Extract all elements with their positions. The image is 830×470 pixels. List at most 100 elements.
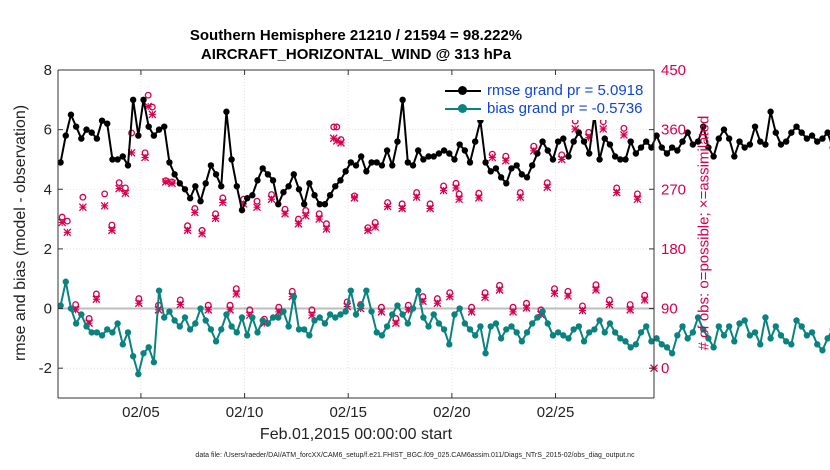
series-point <box>575 323 583 330</box>
obs-assimilated-point <box>63 228 72 237</box>
data-file-footer: data file: /Users/raeder/DAI/ATM_forcXX/… <box>195 452 635 459</box>
series-point <box>819 347 826 354</box>
series-point <box>394 138 401 145</box>
series-point <box>689 141 697 148</box>
series-point <box>243 332 251 339</box>
series-point <box>518 338 526 345</box>
series-point <box>782 138 790 145</box>
series-point <box>352 311 360 318</box>
series-point <box>233 183 240 190</box>
obs-assimilated-point <box>363 226 372 235</box>
series-point <box>347 159 355 166</box>
series-point <box>129 353 137 360</box>
x-axis-label: Feb.01,2015 00:00:00 start <box>259 426 453 443</box>
obs-possible-point <box>333 123 341 131</box>
series-point <box>192 183 199 190</box>
obs-assimilated-point <box>350 193 359 202</box>
series-bias grand pr = -0.5736 <box>57 278 830 378</box>
series-point <box>399 96 406 104</box>
series-point <box>793 123 800 130</box>
x-tick-label: 02/20 <box>433 404 471 421</box>
obs-assimilated-point <box>455 195 464 204</box>
series-point <box>725 323 733 330</box>
series-point <box>679 323 686 330</box>
series-point <box>150 132 158 139</box>
series-point <box>181 186 189 193</box>
series-point <box>98 332 106 339</box>
series-point <box>300 200 308 208</box>
y-tick-label-right: 90 <box>661 301 678 318</box>
series-point <box>420 156 427 163</box>
series-point <box>269 177 277 184</box>
series-point <box>684 335 691 342</box>
chart-subtitle: AIRCRAFT_HORIZONTAL_WIND @ 313 hPa <box>200 46 512 63</box>
series-point <box>446 150 453 157</box>
series-point <box>554 138 562 145</box>
series-point <box>819 135 826 142</box>
legend-entry-bias: bias grand pr = -0.5736 <box>441 100 649 118</box>
series-point <box>534 150 541 157</box>
obs-assimilated-point <box>467 307 476 316</box>
series-point <box>347 287 355 294</box>
obs-assimilated-point <box>439 186 448 195</box>
series-point <box>62 132 69 139</box>
obs-assimilated-point <box>100 201 109 210</box>
series-point <box>529 162 536 169</box>
series-point <box>316 314 323 321</box>
series-point <box>119 153 126 160</box>
series-point <box>207 326 215 333</box>
series-point <box>824 129 830 136</box>
series-point <box>337 177 344 184</box>
series-point <box>440 326 448 333</box>
series-point <box>632 341 640 348</box>
series-point <box>746 332 754 339</box>
series-point <box>332 314 339 321</box>
obs-assimilated-point <box>509 307 517 316</box>
series-point <box>285 183 292 190</box>
series-point <box>124 329 132 336</box>
x-tick-label: 02/10 <box>226 404 264 421</box>
series-point <box>238 206 246 214</box>
series-point <box>658 341 665 348</box>
series-point <box>731 338 738 345</box>
series-point <box>290 171 298 178</box>
series-point <box>777 332 785 339</box>
obs-assimilated-point <box>315 215 324 224</box>
obs-assimilated-point <box>633 195 642 204</box>
series-point <box>700 123 707 130</box>
series-point <box>243 195 251 202</box>
legend-label-bias: bias grand pr = -0.5736 <box>487 100 643 117</box>
series-point <box>140 96 147 104</box>
series-point <box>539 138 546 145</box>
series-point <box>104 326 111 333</box>
series-point <box>352 162 360 169</box>
series-point <box>492 320 500 327</box>
series-point <box>337 311 344 318</box>
series-point <box>648 144 655 151</box>
series-point <box>202 180 209 187</box>
obs-assimilated-point <box>337 138 345 147</box>
obs-assimilated-point <box>148 110 157 119</box>
series-point <box>414 147 422 154</box>
obs-possible-point <box>79 193 87 201</box>
series-point <box>539 308 546 315</box>
series-point <box>560 332 567 339</box>
series-point <box>497 174 505 181</box>
series-point <box>497 335 505 342</box>
series-point <box>575 129 583 136</box>
series-point <box>326 311 334 318</box>
series-point <box>285 323 292 330</box>
obs-assimilated-point <box>176 300 185 309</box>
series-point <box>658 144 665 151</box>
series-point <box>78 135 85 142</box>
series-point <box>782 338 790 345</box>
series-point <box>414 287 422 294</box>
series-point <box>389 311 396 318</box>
y-tick-label-left: 6 <box>44 122 52 139</box>
series-point <box>311 317 318 324</box>
series-point <box>357 302 365 309</box>
series-point <box>461 320 469 327</box>
series-point <box>725 135 733 142</box>
series-point <box>264 320 272 327</box>
series-point <box>814 138 821 145</box>
